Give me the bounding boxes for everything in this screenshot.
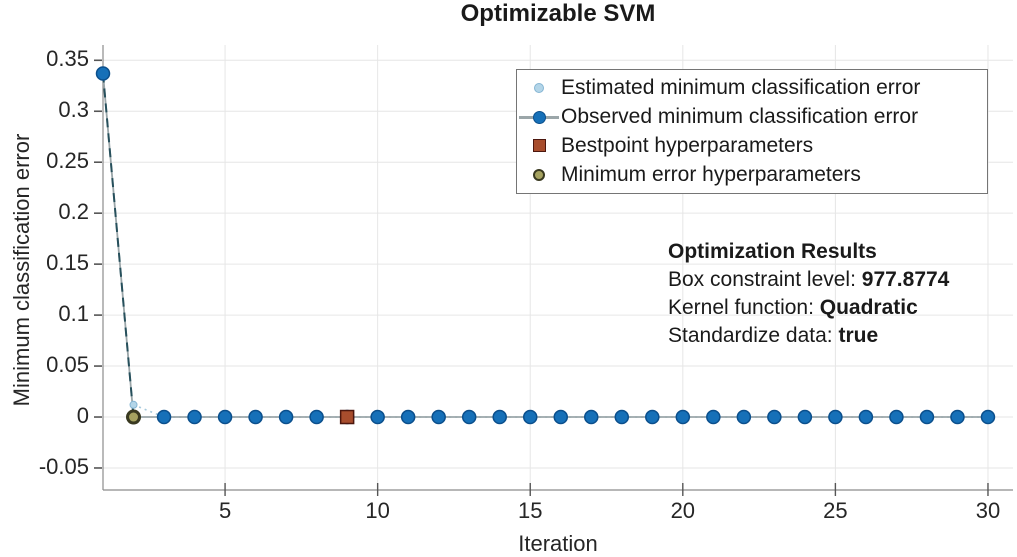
observed-point <box>889 409 904 425</box>
bestpoint-marker-cell <box>517 139 561 153</box>
observed-point <box>431 409 446 425</box>
observed-point <box>584 409 599 425</box>
observed-point <box>797 409 813 425</box>
observed-point <box>675 409 691 425</box>
results-line-kernel: Kernel function: Quadratic <box>668 296 918 319</box>
x-axis-label: Iteration <box>518 531 598 556</box>
observed-point <box>828 409 843 425</box>
y-tick-label: 0.05 <box>46 352 89 377</box>
observed-point <box>187 409 202 425</box>
minerror-marker <box>126 409 142 425</box>
y-tick-label: 0.3 <box>58 97 89 122</box>
y-tick-label: 0.25 <box>46 148 89 173</box>
observed-line-dot-icon <box>519 110 559 124</box>
observed-point <box>950 409 965 425</box>
y-tick-label: 0.1 <box>58 301 89 326</box>
observed-point <box>95 66 111 81</box>
legend-row-observed: Observed minimum classification error <box>517 103 987 131</box>
estimated-dot-icon <box>534 83 544 94</box>
estimated-point <box>129 400 138 409</box>
observed-point <box>156 409 172 425</box>
bestpoint-marker <box>339 409 355 425</box>
legend-label-observed: Observed minimum classification error <box>561 105 919 129</box>
observed-point <box>522 409 538 425</box>
observed-point <box>980 409 996 425</box>
observed-point <box>919 409 935 425</box>
x-tick-label: 5 <box>219 498 231 523</box>
observed-point <box>217 409 233 425</box>
observed-line-dashed-segment <box>102 73 135 418</box>
legend-label-bestpoint: Bestpoint hyperparameters <box>561 133 814 157</box>
minerror-dot-icon <box>533 168 545 181</box>
observed-point <box>553 409 568 425</box>
observed-point <box>492 409 507 425</box>
observed-point <box>309 409 324 425</box>
x-tick-label: 20 <box>671 498 695 523</box>
observed-point <box>400 409 416 425</box>
x-tick-label: 25 <box>823 498 847 523</box>
y-tick-label: 0.2 <box>58 199 89 224</box>
y-tick-label: 0.35 <box>46 46 89 71</box>
observed-point <box>645 409 660 425</box>
legend-row-bestpoint: Bestpoint hyperparameters <box>517 132 987 160</box>
observed-point <box>461 409 477 425</box>
observed-point <box>706 409 721 425</box>
observed-point <box>248 409 263 425</box>
legend-box: Estimated minimum classification error O… <box>516 69 988 194</box>
x-tick-label: 15 <box>518 498 542 523</box>
chart-title: Optimizable SVM <box>460 0 656 27</box>
minerror-marker-cell <box>517 168 561 181</box>
x-tick-label: 10 <box>365 498 389 523</box>
bestpoint-square-icon <box>532 139 546 153</box>
legend-row-minerror: Minimum error hyperparameters <box>517 161 987 189</box>
y-tick-label: -0.05 <box>39 454 89 479</box>
x-tick-label: 30 <box>976 498 1000 523</box>
y-tick-label: 0 <box>77 403 89 428</box>
results-title: Optimization Results <box>668 240 877 263</box>
estimated-marker-cell <box>517 83 561 94</box>
observed-point <box>858 409 874 425</box>
legend-row-estimated: Estimated minimum classification error <box>517 74 987 102</box>
observed-point <box>614 409 630 425</box>
legend-label-minerror: Minimum error hyperparameters <box>561 162 861 186</box>
observed-point <box>767 409 782 425</box>
observed-point <box>736 409 752 425</box>
observed-marker-cell <box>517 110 561 124</box>
optimization-results-box: Optimization Results Box constraint leve… <box>668 238 949 350</box>
observed-point <box>370 409 385 425</box>
y-tick-label: 0.15 <box>46 250 89 275</box>
results-line-box-constraint: Box constraint level: 977.8774 <box>668 268 950 291</box>
observed-point <box>278 409 294 425</box>
legend-label-estimated: Estimated minimum classification error <box>561 76 921 100</box>
results-line-standardize: Standardize data: true <box>668 324 879 347</box>
